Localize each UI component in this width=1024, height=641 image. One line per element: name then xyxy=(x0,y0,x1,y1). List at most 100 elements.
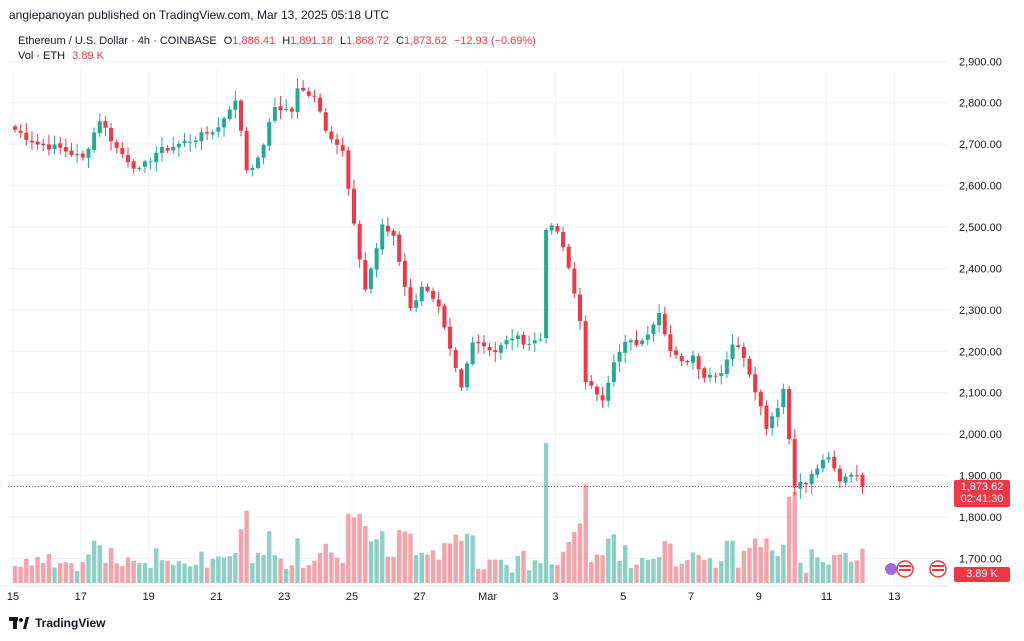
candle xyxy=(188,133,193,152)
volume-bar xyxy=(35,556,40,583)
volume-bar xyxy=(577,523,583,583)
volume-bar xyxy=(656,557,662,583)
volume-bar xyxy=(233,553,238,583)
volume-bar xyxy=(679,563,684,583)
candle xyxy=(75,143,80,163)
sparkle-icon[interactable] xyxy=(885,563,897,575)
candle xyxy=(764,400,769,436)
volume-bar xyxy=(487,559,492,583)
candle xyxy=(103,116,108,137)
candle xyxy=(758,389,763,416)
volume-bar xyxy=(12,565,18,583)
candle xyxy=(346,146,351,196)
candle xyxy=(126,147,130,168)
x-tick-label: 5 xyxy=(620,591,626,603)
volume-bar xyxy=(120,565,125,583)
candle xyxy=(691,350,695,370)
x-tick-label: Mar xyxy=(478,591,497,603)
x-tick-label: 9 xyxy=(756,591,762,603)
grid-lines xyxy=(8,60,948,586)
candle xyxy=(80,150,85,161)
candle xyxy=(832,450,837,472)
candle xyxy=(442,303,447,330)
volume-bar xyxy=(176,561,182,583)
candle xyxy=(600,386,605,409)
event-icons[interactable] xyxy=(885,560,947,578)
volume-bars xyxy=(12,443,865,583)
tradingview-logo[interactable]: TradingView xyxy=(9,616,105,630)
candle xyxy=(216,117,221,138)
volume-bar xyxy=(730,540,735,583)
legend-open-key: O xyxy=(223,35,233,47)
volume-bar xyxy=(747,547,752,583)
volume-bar xyxy=(41,562,46,583)
volume-bar xyxy=(187,566,193,583)
candle xyxy=(510,328,515,351)
candle xyxy=(142,159,147,174)
us-flag-stripe xyxy=(932,569,944,571)
candle xyxy=(306,87,311,98)
volume-bar xyxy=(645,559,650,583)
volume-bar xyxy=(481,569,487,583)
legend-close-value: 1,873.62 xyxy=(404,35,447,47)
candle xyxy=(561,226,566,252)
volume-bar xyxy=(741,550,747,583)
legend-symbol[interactable]: Ethereum / U.S. Dollar · 4h · COINBASE xyxy=(18,35,217,47)
candle xyxy=(662,306,667,337)
candle xyxy=(702,366,707,383)
candle xyxy=(787,386,792,445)
x-tick-label: 7 xyxy=(688,591,694,603)
candle xyxy=(391,228,396,246)
candle xyxy=(465,361,469,391)
candle xyxy=(222,116,227,137)
volume-bar xyxy=(425,554,430,583)
candle xyxy=(301,80,306,92)
candle xyxy=(804,481,808,493)
volume-bar xyxy=(97,545,102,583)
volume-bar xyxy=(340,562,345,583)
volume-bar xyxy=(91,540,97,583)
candle xyxy=(205,126,210,141)
volume-bar xyxy=(464,533,470,583)
volume-bar xyxy=(29,565,35,583)
volume-bar xyxy=(430,550,436,583)
candle xyxy=(380,218,385,255)
volume-bar xyxy=(549,564,554,583)
candle xyxy=(798,473,803,499)
volume-bar xyxy=(764,538,769,583)
volume-bar xyxy=(159,560,165,583)
volume-bar xyxy=(843,552,848,583)
candle xyxy=(165,144,170,154)
volume-bar xyxy=(63,562,69,583)
volume-bar xyxy=(131,560,136,583)
candle xyxy=(35,134,40,151)
volume-bar xyxy=(673,566,679,583)
candle xyxy=(527,335,532,351)
x-tick-label: 19 xyxy=(142,591,154,603)
volume-bar xyxy=(572,532,577,583)
candle xyxy=(775,399,780,427)
volume-bar xyxy=(413,555,419,583)
volume-bar xyxy=(849,561,854,583)
volume-bar xyxy=(758,546,763,583)
x-tick-label: 13 xyxy=(888,591,900,603)
volume-bar xyxy=(227,556,232,583)
candle xyxy=(809,469,814,495)
candle xyxy=(606,375,611,408)
candle xyxy=(431,287,436,303)
volume-bar xyxy=(442,543,447,583)
volume-bar xyxy=(329,552,334,583)
candle xyxy=(41,138,46,151)
volume-bar xyxy=(769,550,775,583)
volume-bar xyxy=(80,561,85,583)
volume-bar xyxy=(860,548,865,583)
candle xyxy=(272,97,277,124)
legend-volume-label[interactable]: Vol · ETH xyxy=(18,50,66,62)
tradingview-icon xyxy=(9,617,29,629)
candle xyxy=(617,344,622,372)
volume-bar xyxy=(363,525,368,583)
candle xyxy=(707,367,712,383)
candle xyxy=(747,356,752,378)
volume-bar xyxy=(289,565,295,583)
